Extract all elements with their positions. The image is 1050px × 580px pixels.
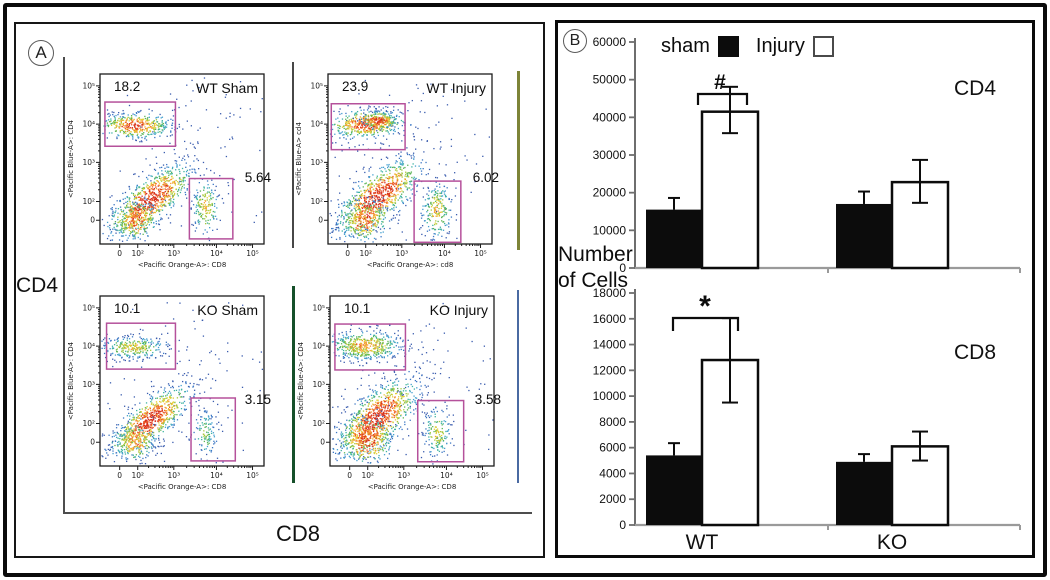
y-tick-label: 6000 <box>599 441 626 455</box>
y-tick-label: 2000 <box>599 492 626 506</box>
y-tick-label: 0 <box>619 261 626 275</box>
cd4-axis-line <box>63 57 65 512</box>
cd8-gate-percentage: 6.02 <box>472 170 499 185</box>
cd8-gate-percentage: 3.15 <box>244 392 271 407</box>
flow-plot-title: KO Injury <box>429 302 488 318</box>
y-tick-label: 50000 <box>593 73 627 87</box>
cd8-chart-annotation: CD8 <box>954 341 997 364</box>
shared-y-axis-label-line1: Number <box>558 243 633 266</box>
y-tick-label: 40000 <box>593 110 627 124</box>
cd8-gate-percentage: 3.58 <box>474 392 501 407</box>
bar-sham-KO <box>836 203 892 268</box>
flow-plot-ko-sham: 10.1 KO Sham 3.15 <box>62 292 287 497</box>
separator-line-bottom-middle <box>292 286 295 483</box>
flow-scatter-canvas <box>292 292 517 497</box>
bar-sham-WT <box>646 209 702 268</box>
shared-y-axis-label: Number of Cells <box>558 242 633 295</box>
cd4-gate-percentage: 10.1 <box>344 301 371 316</box>
group-label-WT: WT <box>686 531 719 554</box>
y-tick-label: 12000 <box>593 363 627 377</box>
group-label-KO: KO <box>877 531 907 554</box>
flow-plot-ko-injury: 10.1 KO Injury 3.58 <box>292 292 517 497</box>
legend-sham-swatch <box>717 36 739 57</box>
cd8-axis-line <box>63 512 532 514</box>
bar-sham-WT <box>646 455 702 525</box>
bar-charts-svg: 0 10000 20000 30000 40000 50000 60000 #0 2000 400… <box>593 35 1021 554</box>
y-tick-label: 10000 <box>593 223 627 237</box>
y-tick-label: 0 <box>619 518 626 532</box>
flow-plot-wt-injury: 23.9 WT Injury 6.02 <box>290 70 515 275</box>
cd4-gate-percentage: 18.2 <box>114 79 141 94</box>
bar-sham-KO <box>836 461 892 525</box>
y-tick-label: 60000 <box>593 35 627 49</box>
separator-line-top-right <box>517 71 520 250</box>
y-tick-label: 30000 <box>593 148 627 162</box>
flow-plot-title: WT Sham <box>196 80 258 96</box>
y-tick-label: 10000 <box>593 389 627 403</box>
significance-bracket <box>696 92 749 105</box>
legend-sham-label: sham <box>661 35 710 57</box>
y-tick-label: 4000 <box>599 466 626 480</box>
flow-scatter-canvas <box>290 70 515 275</box>
y-tick-label: 14000 <box>593 338 627 352</box>
cd8-axis-label: CD8 <box>276 521 321 546</box>
flow-plot-title: WT Injury <box>426 80 486 96</box>
cd8-gate-percentage: 5.64 <box>244 170 271 185</box>
y-tick-label: 18000 <box>593 286 627 300</box>
panel-b: B sham Injury Number of Cells CD4 CD8 0 1… <box>555 20 1035 558</box>
cd4-gate-percentage: 23.9 <box>342 79 369 94</box>
significance-symbol: * <box>699 290 711 323</box>
shared-y-axis-label-line2: of Cells <box>558 269 629 293</box>
y-tick-label: 20000 <box>593 186 627 200</box>
separator-line-top-middle <box>292 62 294 248</box>
panel-a: A CD4 CD8 18.2 WT Sham 5.64 23.9 WT Inju… <box>14 22 545 558</box>
significance-bracket <box>671 316 740 331</box>
cd4-gate-percentage: 10.1 <box>114 301 141 316</box>
y-tick-label: 8000 <box>599 415 626 429</box>
legend-injury-swatch <box>812 36 834 57</box>
cd4-axis-label: CD4 <box>16 274 59 297</box>
bar-injury-WT <box>700 110 760 270</box>
legend: sham Injury <box>661 35 834 58</box>
flow-plot-wt-sham: 18.2 WT Sham 5.64 <box>62 70 287 275</box>
y-tick-label: 16000 <box>593 312 627 326</box>
significance-symbol: # <box>714 71 726 94</box>
panel-b-label: B <box>563 29 587 53</box>
flow-scatter-canvas <box>62 292 287 497</box>
separator-line-bottom-right <box>517 290 519 483</box>
cd4-chart-annotation: CD4 <box>954 77 997 100</box>
panel-a-label: A <box>28 40 54 66</box>
legend-injury-label: Injury <box>755 35 805 57</box>
flow-plot-title: KO Sham <box>197 302 258 318</box>
flow-scatter-canvas <box>62 70 287 275</box>
